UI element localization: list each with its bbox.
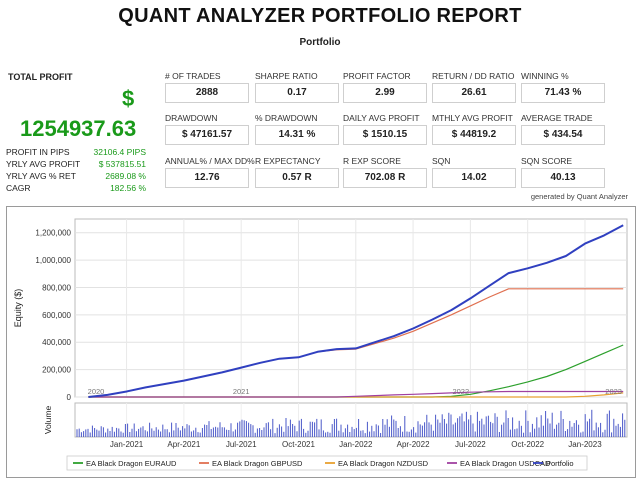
metric-value: 0.57 R (255, 168, 339, 188)
metric-sqn-score: SQN SCORE 40.13 (521, 156, 605, 188)
metric-label: WINNING % (521, 71, 605, 81)
volume-axis-label: Volume (43, 406, 53, 435)
metric-sharpe: SHARPE RATIO 0.17 (255, 71, 339, 103)
metric-value: 2.99 (343, 83, 427, 103)
y-tick-label: 800,000 (42, 283, 71, 292)
y-tick-label: 200,000 (42, 366, 71, 375)
metric-daily-avg-profit: DAILY AVG PROFIT $ 1510.15 (343, 113, 427, 145)
x-tick-label: Jul-2021 (226, 440, 257, 449)
summary-row-value: 32106.4 PIPS (94, 147, 146, 157)
equity-chart-panel: 0 200,000 400,000 600,000 800,000 1,000,000 1,… (6, 206, 636, 478)
metric-value: 14.31 % (255, 125, 339, 145)
metric-r-expectancy: R EXPECTANCY 0.57 R (255, 156, 339, 188)
grid-layer (75, 219, 627, 437)
equity-chart: 0 200,000 400,000 600,000 800,000 1,000,000 1,… (7, 207, 635, 477)
total-profit-label: TOTAL PROFIT (8, 72, 73, 82)
metric-value: 0.17 (255, 83, 339, 103)
metric-value: 14.02 (432, 168, 516, 188)
metric-label: DAILY AVG PROFIT (343, 113, 427, 123)
metric-average-trade: AVERAGE TRADE $ 434.54 (521, 113, 605, 145)
summary-row-pips: PROFIT IN PIPS 32106.4 PIPS (6, 147, 146, 157)
y-tick-label: 0 (67, 393, 72, 402)
metric-label: AVERAGE TRADE (521, 113, 605, 123)
metric-value: 2888 (165, 83, 249, 103)
metric-label: % DRAWDOWN (255, 113, 339, 123)
report-title: QUANT ANALYZER PORTFOLIO REPORT (0, 5, 640, 28)
legend-entry: EA Black Dragon EURAUD (86, 459, 177, 468)
metric-label: R EXPECTANCY (255, 156, 339, 166)
legend-entry: EA Black Dragon NZDUSD (338, 459, 429, 468)
metric-return-dd: RETURN / DD RATIO 26.61 (432, 71, 516, 103)
summary-row-label: YRLY AVG PROFIT (6, 159, 80, 169)
metric-value: $ 47161.57 (165, 125, 249, 145)
metric-value: 702.08 R (343, 168, 427, 188)
metric-value: $ 434.54 (521, 125, 605, 145)
summary-row-yrly-avg-profit: YRLY AVG PROFIT $ 537815.51 (6, 159, 146, 169)
y-tick-label: 1,200,000 (35, 229, 71, 238)
total-profit-value: 1254937.63 (20, 116, 136, 142)
summary-row-yrly-avg-ret: YRLY AVG % RET 2689.08 % (6, 171, 146, 181)
x-tick-label: Jul-2022 (455, 440, 486, 449)
summary-row-value: 2689.08 % (105, 171, 146, 181)
metric-label: RETURN / DD RATIO (432, 71, 516, 81)
year-marker-label: 2021 (233, 387, 250, 396)
year-marker-label: 2023 (605, 387, 622, 396)
metric-mthly-avg-profit: MTHLY AVG PROFIT $ 44819.2 (432, 113, 516, 145)
metric-profit-factor: PROFIT FACTOR 2.99 (343, 71, 427, 103)
x-tick-label: Jan-2021 (110, 440, 144, 449)
summary-row-label: YRLY AVG % RET (6, 171, 76, 181)
y-axis-label: Equity ($) (13, 289, 23, 328)
summary-row-label: PROFIT IN PIPS (6, 147, 70, 157)
metric-label: MTHLY AVG PROFIT (432, 113, 516, 123)
y-tick-label: 600,000 (42, 311, 71, 320)
metric-label: DRAWDOWN (165, 113, 249, 123)
metric-label: # OF TRADES (165, 71, 249, 81)
metric-label: SHARPE RATIO (255, 71, 339, 81)
x-tick-label: Oct-2022 (511, 440, 544, 449)
metric-annual-max-dd: ANNUAL% / MAX DD% 12.76 (165, 156, 249, 188)
year-marker-label: 2022 (452, 387, 469, 396)
metric-pct-drawdown: % DRAWDOWN 14.31 % (255, 113, 339, 145)
y-tick-label: 1,000,000 (35, 256, 71, 265)
summary-row-value: $ 537815.51 (99, 159, 146, 169)
metric-sqn: SQN 14.02 (432, 156, 516, 188)
x-tick-label: Apr-2021 (167, 440, 200, 449)
report-subtitle: Portfolio (0, 37, 640, 48)
dollar-icon: $ (122, 86, 134, 112)
x-tick-label: Apr-2022 (397, 440, 430, 449)
legend-entry: EA Black Dragon GBPUSD (212, 459, 303, 468)
x-tick-label: Jan-2023 (568, 440, 602, 449)
metric-value: 12.76 (165, 168, 249, 188)
metric-label: ANNUAL% / MAX DD% (165, 156, 249, 166)
metric-value: 40.13 (521, 168, 605, 188)
legend-entry: Portfolio (546, 459, 574, 468)
metric-r-exp-score: R EXP SCORE 702.08 R (343, 156, 427, 188)
plot-area (75, 219, 627, 397)
metric-label: SQN SCORE (521, 156, 605, 166)
metric-trades: # OF TRADES 2888 (165, 71, 249, 103)
metric-label: SQN (432, 156, 516, 166)
metric-label: PROFIT FACTOR (343, 71, 427, 81)
metric-value: 71.43 % (521, 83, 605, 103)
legend: EA Black Dragon EURAUD EA Black Dragon GB… (67, 456, 587, 470)
metric-winning: WINNING % 71.43 % (521, 71, 605, 103)
y-tick-label: 400,000 (42, 338, 71, 347)
generated-by-note: generated by Quant Analyzer (531, 192, 628, 201)
summary-row-label: CAGR (6, 183, 31, 193)
volume-area (75, 403, 627, 437)
x-tick-label: Oct-2021 (282, 440, 315, 449)
metric-value: 26.61 (432, 83, 516, 103)
metric-label: R EXP SCORE (343, 156, 427, 166)
metric-value: $ 1510.15 (343, 125, 427, 145)
summary-row-value: 182.56 % (110, 183, 146, 193)
year-marker-label: 2020 (88, 387, 105, 396)
metric-value: $ 44819.2 (432, 125, 516, 145)
metric-drawdown: DRAWDOWN $ 47161.57 (165, 113, 249, 145)
x-tick-label: Jan-2022 (339, 440, 373, 449)
summary-row-cagr: CAGR 182.56 % (6, 183, 146, 193)
